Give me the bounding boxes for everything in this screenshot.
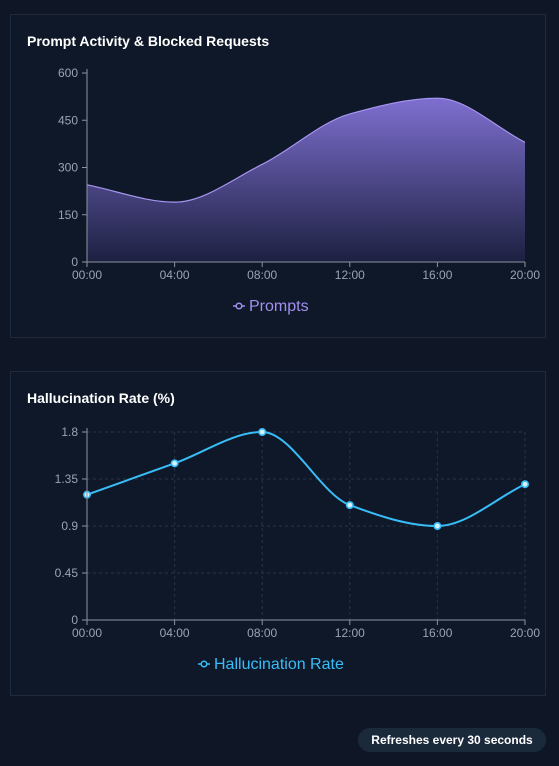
legend-label: Hallucination Rate [214,656,344,673]
hallucination-rate-chart: 0 0.45 0.9 1.35 1.8 00:00 04:00 08:00 12:00 16:00… [55,425,541,673]
y-tick-label: 1.35 [55,472,79,486]
y-tick-label: 300 [58,161,78,175]
series-line [86,97,526,203]
y-tick-label: 450 [58,113,78,127]
legend-marker-icon [200,660,208,668]
series-line [86,430,526,528]
data-point [345,501,354,510]
prompt-activity-title: Prompt Activity & Blocked Requests [27,33,270,49]
x-tick-label: 00:00 [72,626,102,640]
legend-marker-icon [235,302,243,310]
series-area [87,98,525,262]
data-point [520,480,529,489]
x-tick-label: 12:00 [335,626,365,640]
prompt-activity-chart: 0 150 300 450 600 00:00 04:00 08:00 12:00 16:00 20… [58,66,540,315]
x-tick-label: 08:00 [247,268,277,282]
x-tick-label: 12:00 [335,268,365,282]
x-tick-label: 04:00 [160,626,190,640]
y-tick-label: 150 [58,208,78,222]
x-tick-label: 04:00 [160,268,190,282]
y-tick-label: 0.9 [61,519,78,533]
legend-label: Prompts [249,298,309,315]
y-tick-label: 0 [71,613,78,627]
hallucination-rate-panel: Hallucination Rate (%) [10,371,546,696]
data-point [433,521,442,530]
x-tick-label: 00:00 [72,268,102,282]
data-point [258,427,267,436]
refresh-status-badge: Refreshes every 30 seconds [358,728,546,752]
x-tick-label: 20:00 [510,268,540,282]
y-tick-label: 1.8 [61,425,78,439]
x-tick-label: 16:00 [422,626,452,640]
y-tick-label: 0 [71,255,78,269]
x-tick-label: 08:00 [247,626,277,640]
x-tick-label: 16:00 [422,268,452,282]
y-tick-label: 600 [58,66,78,80]
data-point [170,459,179,468]
hallucination-rate-title: Hallucination Rate (%) [27,390,175,406]
y-tick-label: 0.45 [55,566,79,580]
x-tick-label: 20:00 [510,626,540,640]
